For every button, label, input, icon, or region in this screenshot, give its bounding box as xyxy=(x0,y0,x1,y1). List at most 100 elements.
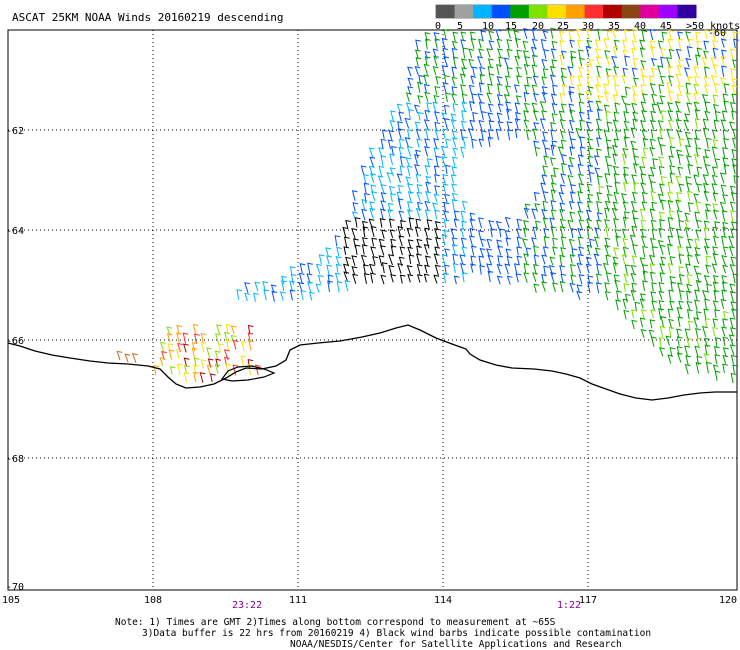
wind-barb xyxy=(684,212,691,222)
legend-label-50-knots: >50 knots xyxy=(686,21,740,32)
wind-barb xyxy=(704,317,711,328)
wind-barb xyxy=(360,165,367,176)
wind-barb xyxy=(342,263,349,274)
wind-barb xyxy=(589,238,595,249)
wind-barb xyxy=(534,146,541,157)
wind-barb xyxy=(468,58,475,69)
wind-barb xyxy=(452,156,458,167)
wind-barb xyxy=(660,110,667,121)
wind-barb xyxy=(631,225,638,237)
wind-barb xyxy=(622,216,629,228)
wind-barb xyxy=(560,273,567,283)
wind-barb xyxy=(450,119,457,130)
wind-barb xyxy=(444,248,450,257)
wind-barb xyxy=(193,357,200,367)
wind-barb xyxy=(414,66,421,76)
wind-barb xyxy=(559,254,566,267)
wind-barb xyxy=(224,356,230,367)
wind-barb xyxy=(678,300,684,310)
wind-barb xyxy=(676,228,682,239)
wind-barb xyxy=(460,228,467,238)
wind-barb xyxy=(714,110,721,122)
wind-barb xyxy=(524,84,530,95)
wind-barb xyxy=(713,119,720,130)
wind-barb xyxy=(335,263,342,273)
wind-barb xyxy=(490,228,496,238)
wind-barb xyxy=(230,325,237,334)
wind-barb xyxy=(414,226,421,237)
wind-barb xyxy=(578,101,585,113)
wind-barb xyxy=(406,165,413,176)
wind-barb xyxy=(634,301,641,311)
wind-barb xyxy=(612,153,619,165)
wind-barb xyxy=(722,336,729,347)
wind-barb xyxy=(460,39,466,51)
speed-legend: 0 5 10 15 20 25 30 35 40 45 >50 knots xyxy=(435,4,740,32)
wind-barb xyxy=(696,183,703,193)
wind-barb xyxy=(461,272,468,283)
wind-barb xyxy=(693,265,700,275)
wind-barb xyxy=(560,103,567,113)
wind-barb xyxy=(443,74,450,85)
wind-barb xyxy=(506,39,513,50)
wind-barb xyxy=(368,165,375,176)
wind-barb xyxy=(247,324,254,335)
wind-barb xyxy=(611,29,618,39)
wind-barb xyxy=(397,198,404,210)
wind-barb xyxy=(193,364,199,376)
wind-barb xyxy=(720,119,727,131)
wind-barb xyxy=(611,207,618,219)
wind-barb xyxy=(435,75,441,85)
wind-barb xyxy=(416,274,423,283)
wind-barb xyxy=(389,120,396,130)
wind-barb xyxy=(623,283,630,292)
wind-barb xyxy=(299,263,306,274)
wind-barb xyxy=(443,272,449,284)
wind-barb xyxy=(604,290,611,301)
wind-barb xyxy=(656,102,663,114)
wind-barb xyxy=(594,247,601,257)
wind-barb xyxy=(612,165,619,175)
wind-barb xyxy=(451,47,458,59)
wind-barb xyxy=(540,39,547,51)
wind-barb xyxy=(450,228,457,238)
wind-barb xyxy=(721,31,728,42)
wind-barb xyxy=(695,311,702,321)
wind-barb xyxy=(730,191,737,202)
wind-barb xyxy=(693,317,700,328)
wind-barb xyxy=(577,228,584,239)
wind-barb xyxy=(417,81,423,93)
wind-barb xyxy=(640,182,647,194)
wind-barb xyxy=(442,47,449,59)
wind-barb xyxy=(661,31,668,41)
wind-barb xyxy=(497,103,504,113)
wind-barb xyxy=(248,339,254,351)
wind-barb xyxy=(721,289,728,301)
wind-barb xyxy=(550,157,556,166)
wind-barb xyxy=(560,173,567,184)
wind-barb xyxy=(731,85,738,95)
wind-barb xyxy=(676,93,683,104)
wind-barb xyxy=(424,32,431,42)
wind-barb xyxy=(442,174,449,186)
wind-barb xyxy=(578,219,585,230)
wind-barb xyxy=(414,121,421,131)
wind-barb xyxy=(480,110,487,121)
wind-barb xyxy=(577,210,584,220)
wind-barb xyxy=(569,263,576,276)
wind-barb xyxy=(703,190,710,202)
wind-barb xyxy=(613,173,620,184)
wind-barb xyxy=(471,93,477,105)
wind-barb xyxy=(407,77,414,87)
wind-barb xyxy=(124,353,131,363)
wind-barb xyxy=(469,31,476,41)
wind-barb xyxy=(418,74,425,85)
wind-barb xyxy=(615,235,621,247)
wind-barb xyxy=(732,164,738,175)
wind-barb xyxy=(424,264,430,274)
legend-swatch xyxy=(603,5,623,18)
wind-barb xyxy=(604,173,611,184)
wind-barb xyxy=(612,46,619,58)
wind-barb xyxy=(703,353,710,365)
wind-barb xyxy=(587,281,593,294)
